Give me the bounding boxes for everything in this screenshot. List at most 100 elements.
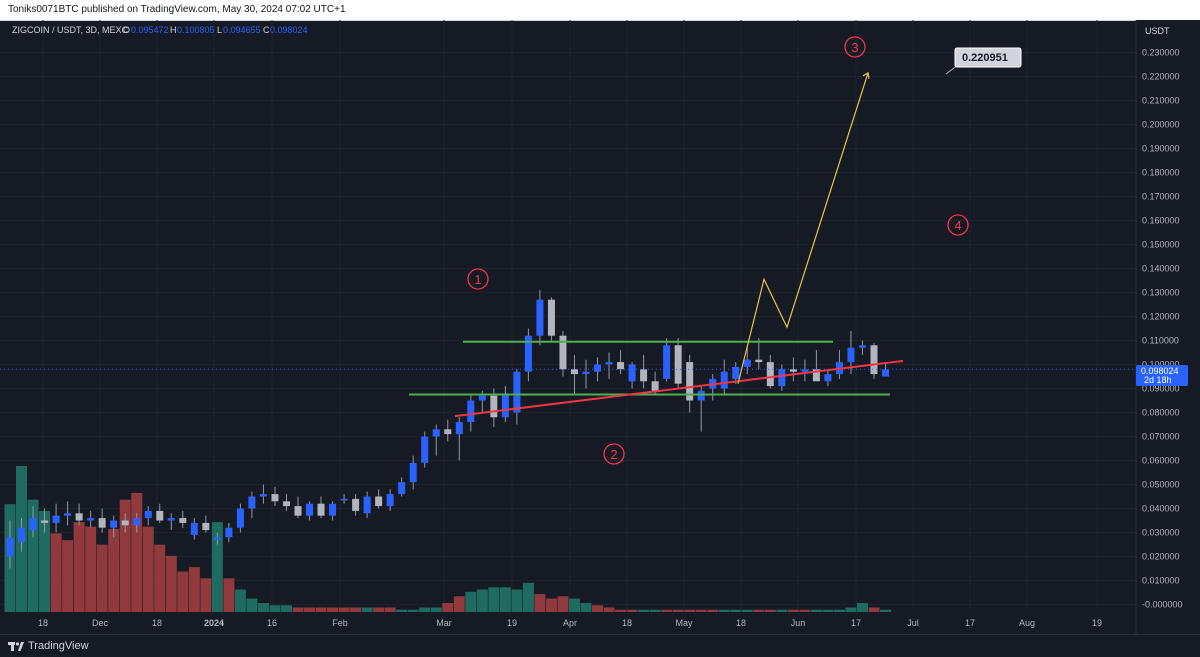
x-tick-label: 18 [38, 618, 48, 628]
volume-bar [315, 607, 327, 612]
volume-bar [85, 526, 97, 612]
x-tick-label: 17 [965, 618, 975, 628]
footer-bar: TradingView [0, 634, 1200, 657]
volume-bar [695, 609, 707, 612]
candle-body [179, 518, 187, 523]
candle-body [536, 299, 544, 336]
volume-bar [327, 607, 339, 612]
support-trendline[interactable] [454, 359, 904, 418]
open-label: O [123, 25, 130, 35]
candle-body [352, 498, 360, 511]
y-tick-label: 0.140000 [1142, 264, 1180, 274]
volume-bar [615, 609, 627, 612]
y-tick-label: 0.180000 [1142, 168, 1180, 178]
candle-body [98, 518, 106, 528]
volume-bar [557, 596, 569, 612]
y-tick-label: 0.110000 [1142, 336, 1179, 346]
volume-bar [373, 607, 385, 612]
volume-bar [592, 605, 604, 612]
volume-bar [269, 605, 281, 612]
volume-bar [465, 591, 477, 612]
volume-bar [234, 589, 246, 612]
candle-body [340, 498, 348, 501]
low-value: 0.094655 [223, 25, 261, 35]
footer-brand: TradingView [28, 640, 89, 652]
publisher-bar: Toniks0071BTC published on TradingView.c… [0, 0, 1200, 21]
volume-bar [142, 526, 154, 612]
candle-body [605, 362, 613, 365]
candle-body [766, 362, 774, 387]
x-tick-label: Jun [791, 618, 806, 628]
price-axis[interactable] [1136, 20, 1200, 634]
candle-body [513, 371, 521, 413]
volume-bar [361, 607, 373, 612]
marker-1[interactable]: 1 [467, 268, 489, 290]
volume-bar [292, 607, 304, 612]
projection-arrow-head [862, 71, 870, 79]
candle-body [190, 522, 198, 535]
candle-body [640, 369, 648, 382]
svg-text:3: 3 [851, 40, 858, 55]
tradingview-logo-icon[interactable] [8, 640, 24, 652]
target-price-callout[interactable]: 0.220951 [945, 47, 1022, 75]
close-label: C [263, 25, 270, 35]
y-tick-label: 0.160000 [1142, 216, 1180, 226]
volume-bar [338, 607, 350, 612]
candle-body [547, 299, 555, 336]
x-tick-label: 2024 [204, 618, 224, 628]
volume-bar [626, 609, 638, 612]
volume-bar [453, 596, 465, 612]
volume-bar [200, 578, 212, 612]
price-chart[interactable]: 0.230000 0.220000 0.210000 0.200000 0.190000… [0, 20, 1200, 634]
candle-body [329, 503, 337, 516]
candle-body [386, 494, 394, 507]
marker-2[interactable]: 2 [603, 443, 625, 465]
marker-3[interactable]: 3 [844, 36, 866, 58]
volume-bar [39, 510, 51, 612]
candle-body [248, 496, 256, 509]
y-tick-label: 0.130000 [1142, 288, 1180, 298]
x-tick-label: 17 [851, 618, 861, 628]
candle-body [75, 513, 83, 521]
candle-body [801, 369, 809, 372]
volume-bar [661, 609, 673, 612]
candle-body [490, 395, 498, 418]
volume-bar [753, 609, 765, 612]
candle-body [202, 522, 210, 531]
candle-body [559, 335, 567, 370]
x-tick-label: 18 [152, 618, 162, 628]
currency-label: USDT [1145, 26, 1170, 36]
volume-bar [522, 582, 534, 612]
marker-4[interactable]: 4 [947, 214, 969, 236]
volume-bar [822, 609, 834, 612]
open-value: 0.095472 [131, 25, 169, 35]
countdown: 2d 18h [1144, 375, 1172, 385]
volume-bar [304, 607, 316, 612]
svg-text:2: 2 [610, 447, 617, 462]
volume-bar [499, 587, 511, 612]
candle-body [697, 390, 705, 401]
candle-body [87, 518, 95, 521]
volume-bar [534, 594, 546, 612]
candle-body [317, 503, 325, 516]
volume-bar [787, 609, 799, 612]
volume-bar [419, 607, 431, 612]
y-tick-label: 0.060000 [1142, 456, 1180, 466]
candle-body [778, 369, 786, 387]
y-tick-label: 0.100000 [1142, 360, 1180, 370]
volume-bar [131, 492, 143, 612]
volume-bar [856, 603, 868, 612]
y-tick-label: 0.030000 [1142, 528, 1180, 538]
target-price-text: 0.220951 [962, 52, 1008, 64]
candle-body [421, 436, 429, 463]
x-tick-label: 18 [622, 618, 632, 628]
volume-bar [442, 603, 454, 612]
y-tick-label: 0.070000 [1142, 432, 1180, 442]
y-tick-label: 0.080000 [1142, 408, 1180, 418]
volume-bar [396, 609, 408, 612]
candle-body [271, 494, 279, 502]
x-tick-label: Jul [907, 618, 919, 628]
projection-path[interactable] [737, 72, 869, 384]
candle-body [306, 503, 314, 516]
candle-body [167, 518, 175, 521]
